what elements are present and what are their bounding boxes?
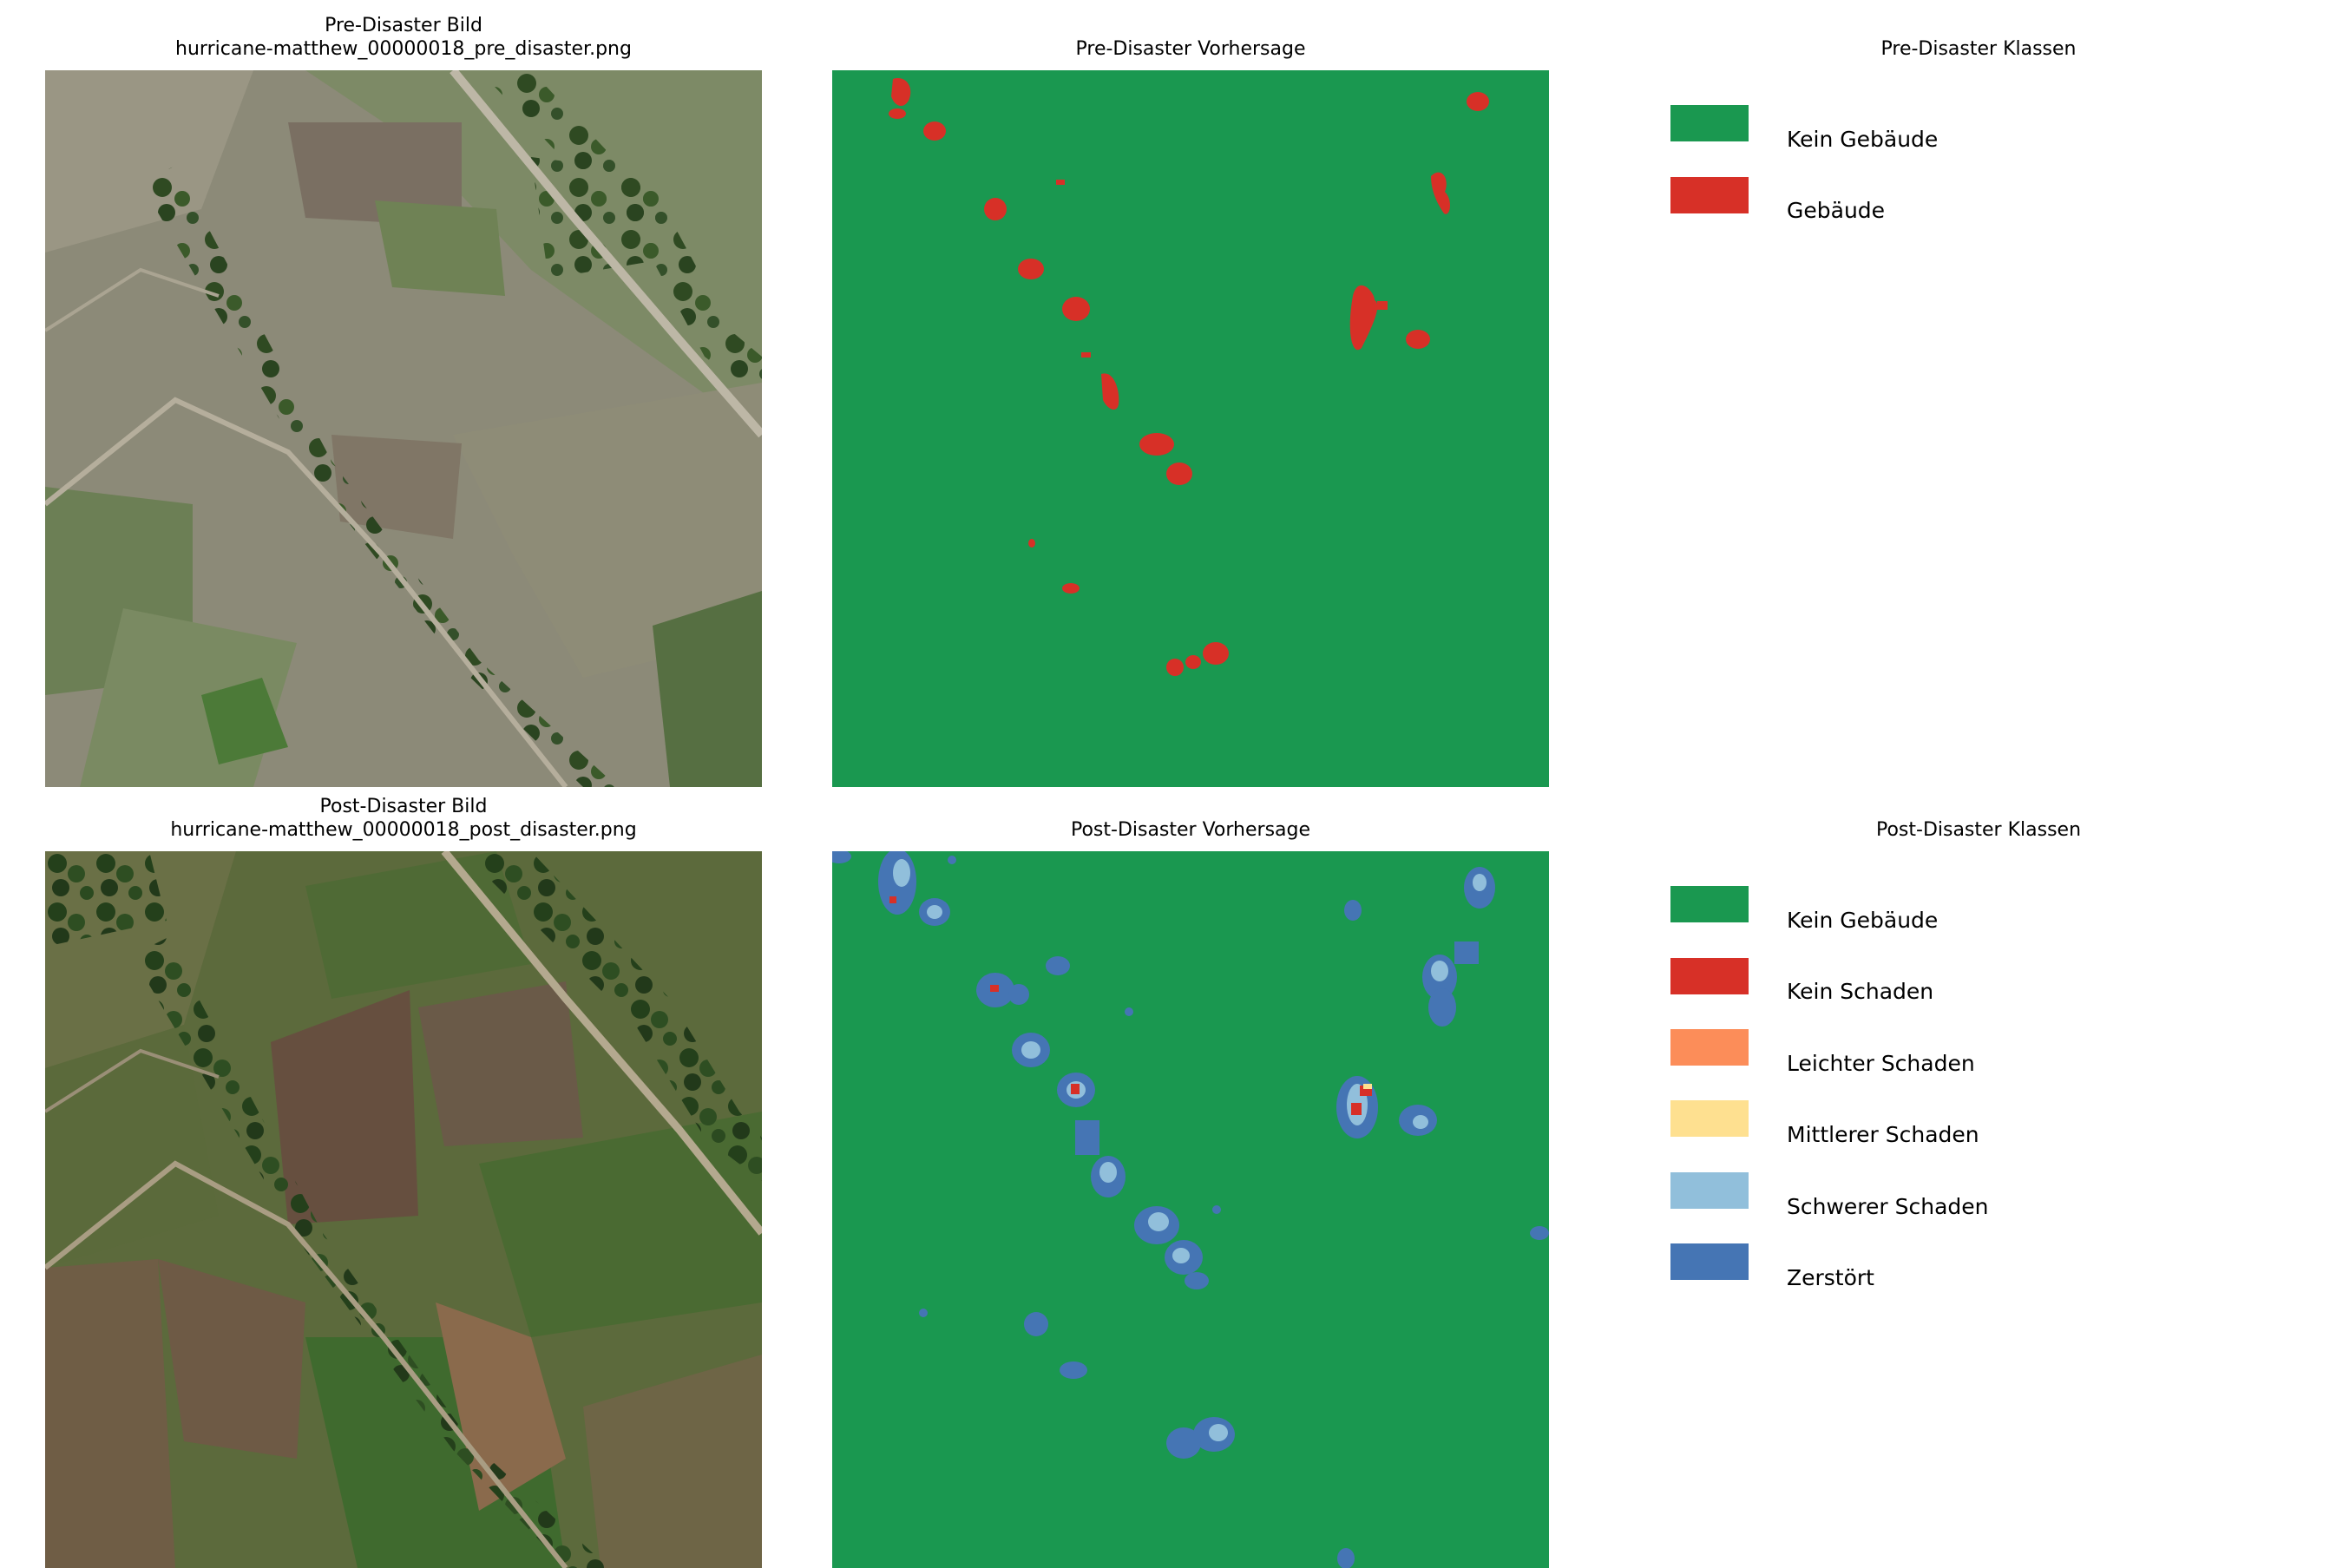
legend-label-kein-gebaeude-post: Kein Gebäude (1787, 908, 1939, 933)
legend-swatch-zerstoert (1670, 1243, 1749, 1280)
legend-label-kein-schaden: Kein Schaden (1787, 979, 1934, 1004)
pre-image-title-line1: Pre-Disaster Bild (325, 15, 482, 36)
legend-label-schwerer-schaden: Schwerer Schaden (1787, 1194, 1989, 1219)
legend-swatch-kein-schaden (1670, 958, 1749, 994)
post-disaster-prediction-map (832, 851, 1549, 1568)
legend-label-mittlerer-schaden: Mittlerer Schaden (1787, 1122, 1979, 1147)
legend-swatch-schwerer-schaden (1670, 1172, 1749, 1209)
pre-image-title: Pre-Disaster Bild hurricane-matthew_0000… (45, 14, 762, 61)
legend-swatch-kein-gebaeude (1670, 105, 1749, 141)
post-legend-title: Post-Disaster Klassen (1875, 819, 2082, 841)
legend-label-leichter-schaden: Leichter Schaden (1787, 1051, 1975, 1076)
post-image-title: Post-Disaster Bild hurricane-matthew_000… (45, 795, 762, 842)
pre-legend-title: Pre-Disaster Klassen (1880, 38, 2077, 60)
legend-swatch-kein-gebaeude-post (1670, 886, 1749, 922)
pre-prediction-title: Pre-Disaster Vorhersage (1075, 38, 1306, 60)
post-image-title-line1: Post-Disaster Bild (319, 796, 488, 817)
post-image-filename: hurricane-matthew_00000018_post_disaster… (170, 819, 637, 841)
legend-label-zerstoert: Zerstört (1787, 1265, 1874, 1290)
legend-swatch-mittlerer-schaden (1670, 1100, 1749, 1137)
post-prediction-title: Post-Disaster Vorhersage (1070, 819, 1311, 841)
legend-swatch-leichter-schaden (1670, 1029, 1749, 1066)
pre-disaster-prediction-map (832, 70, 1549, 787)
legend-swatch-gebaeude (1670, 177, 1749, 213)
legend-label-gebaeude: Gebäude (1787, 198, 1886, 223)
pre-image-filename: hurricane-matthew_00000018_pre_disaster.… (175, 38, 632, 60)
legend-label-kein-gebaeude: Kein Gebäude (1787, 127, 1939, 152)
post-disaster-image (45, 851, 762, 1568)
pre-disaster-image (45, 70, 762, 787)
